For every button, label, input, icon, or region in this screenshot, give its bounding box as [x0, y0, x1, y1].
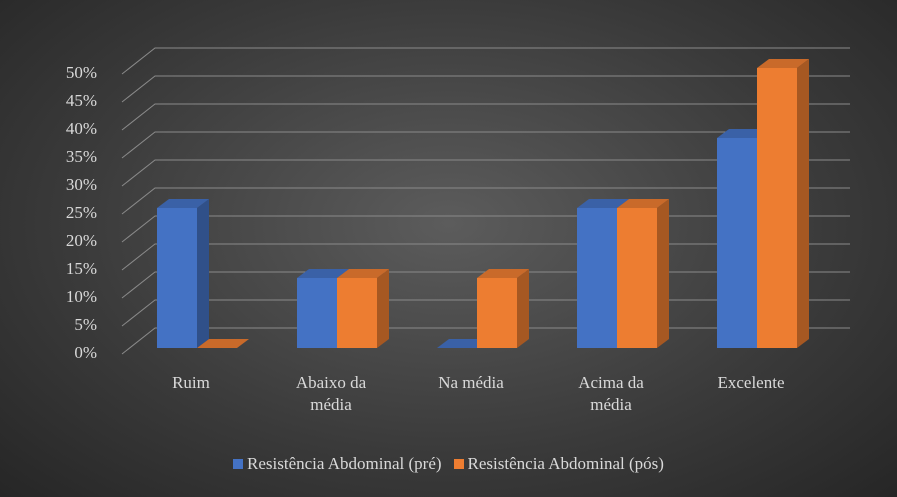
x-tick-label: Ruim — [172, 373, 210, 392]
bar-top — [437, 339, 489, 348]
x-tick-label: Abaixo da média — [295, 373, 367, 414]
legend-label: Resistência Abdominal (pós) — [467, 454, 664, 473]
bar — [157, 199, 209, 348]
y-tick-label: 15% — [66, 259, 97, 278]
y-tick-label: 35% — [66, 147, 97, 166]
legend: Resistência Abdominal (pré) Resistência A… — [0, 454, 897, 474]
bar-side — [517, 269, 529, 348]
y-tick-label: 20% — [66, 231, 97, 250]
grid-line — [121, 47, 850, 75]
y-tick-label: 25% — [66, 203, 97, 222]
bar-top — [477, 269, 529, 278]
bar — [337, 269, 389, 348]
bar-side — [197, 199, 209, 348]
y-tick-label: 40% — [66, 119, 97, 138]
bar-front — [577, 208, 617, 348]
bar-front — [757, 68, 797, 348]
bar — [757, 59, 809, 348]
bar-top — [577, 199, 629, 208]
legend-item: Resistência Abdominal (pós) — [453, 454, 664, 474]
bar-front — [477, 278, 517, 348]
grid-line — [121, 187, 850, 215]
bar-side — [377, 269, 389, 348]
bar — [477, 269, 529, 348]
grid-line — [121, 131, 850, 159]
bar-top — [757, 59, 809, 68]
bar-top — [617, 199, 669, 208]
x-tick-label: Excelente — [717, 373, 785, 392]
bar-front — [717, 138, 757, 348]
x-tick-label: Na média — [438, 373, 504, 392]
legend-swatch — [453, 459, 464, 469]
bar-top — [157, 199, 209, 208]
grid-line — [121, 103, 850, 131]
y-tick-label: 0% — [74, 343, 97, 362]
y-tick-label: 10% — [66, 287, 97, 306]
bar-front — [617, 208, 657, 348]
bar-side — [797, 59, 809, 348]
y-tick-label: 30% — [66, 175, 97, 194]
bar-front — [337, 278, 377, 348]
legend-label: Resistência Abdominal (pré) — [247, 454, 442, 473]
bar — [197, 339, 249, 348]
y-tick-label: 5% — [74, 315, 97, 334]
bar-front — [157, 208, 197, 348]
bar — [437, 339, 489, 348]
x-tick-label: Acima da média — [578, 373, 644, 414]
grid-line — [121, 75, 850, 103]
legend-item: Resistência Abdominal (pré) — [233, 454, 442, 474]
bar-side — [657, 199, 669, 348]
bar-top — [717, 129, 769, 138]
bar — [617, 199, 669, 348]
bar-top — [297, 269, 349, 278]
y-tick-label: 45% — [66, 91, 97, 110]
bar-top — [337, 269, 389, 278]
grid-line — [121, 159, 850, 187]
bar-top — [197, 339, 249, 348]
y-tick-label: 50% — [66, 63, 97, 82]
legend-swatch — [233, 459, 244, 469]
bar-front — [297, 278, 337, 348]
